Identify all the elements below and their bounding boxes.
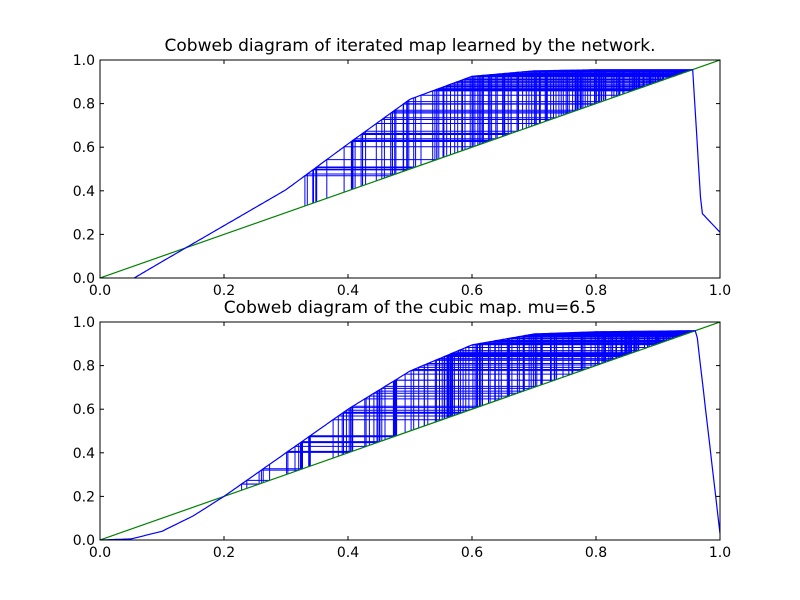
- axes-frame: [99, 321, 721, 541]
- axes-frame: [99, 59, 721, 279]
- y-tick-label: 1.0: [73, 53, 95, 69]
- y-tick-label: 0.2: [73, 489, 95, 505]
- x-tick-label: 0.8: [585, 283, 607, 299]
- x-tick-label: 0.2: [213, 283, 235, 299]
- x-tick-label: 0.0: [89, 283, 111, 299]
- x-tick-label: 0.2: [213, 545, 235, 561]
- y-tick-label: 0.4: [73, 184, 95, 200]
- x-tick-label: 0.8: [585, 545, 607, 561]
- x-tick-label: 0.4: [337, 545, 359, 561]
- y-tick-label: 0.8: [73, 359, 95, 375]
- identity-line: [100, 60, 720, 278]
- y-tick-label: 0.4: [73, 446, 95, 462]
- x-tick-label: 1.0: [709, 283, 731, 299]
- y-tick-label: 0.6: [73, 140, 95, 156]
- chart-cubic-map: 0.0 0.2 0.4 0.6 0.8 1.0 0.0 0.2 0.4 0.6 0.8 1.0 Cobw…: [73, 298, 731, 561]
- chart-title: Cobweb diagram of the cubic map. mu=6.5: [224, 298, 596, 318]
- y-tick-label: 0.8: [73, 97, 95, 113]
- map-curve: [100, 330, 720, 540]
- y-tick-label: 0.0: [73, 533, 95, 549]
- plot-area: [100, 322, 720, 540]
- y-tick-label: 0.0: [73, 271, 95, 287]
- x-tick-label: 0.6: [461, 545, 483, 561]
- y-tick-label: 1.0: [73, 315, 95, 331]
- chart-network-map: 0.0 0.2 0.4 0.6 0.8 1.0 0.0 0.2 0.4 0.6 0.8 1.0 Cobw…: [73, 36, 731, 299]
- x-tick-label: 0.4: [337, 283, 359, 299]
- identity-line: [100, 322, 720, 540]
- x-tick-label: 0.6: [461, 283, 483, 299]
- chart-title: Cobweb diagram of iterated map learned b…: [165, 36, 656, 56]
- y-tick-label: 0.6: [73, 402, 95, 418]
- map-curve: [133, 69, 720, 278]
- x-tick-label: 1.0: [709, 545, 731, 561]
- x-tick-label: 0.0: [89, 545, 111, 561]
- y-tick-label: 0.2: [73, 227, 95, 243]
- plot-area: [100, 60, 720, 278]
